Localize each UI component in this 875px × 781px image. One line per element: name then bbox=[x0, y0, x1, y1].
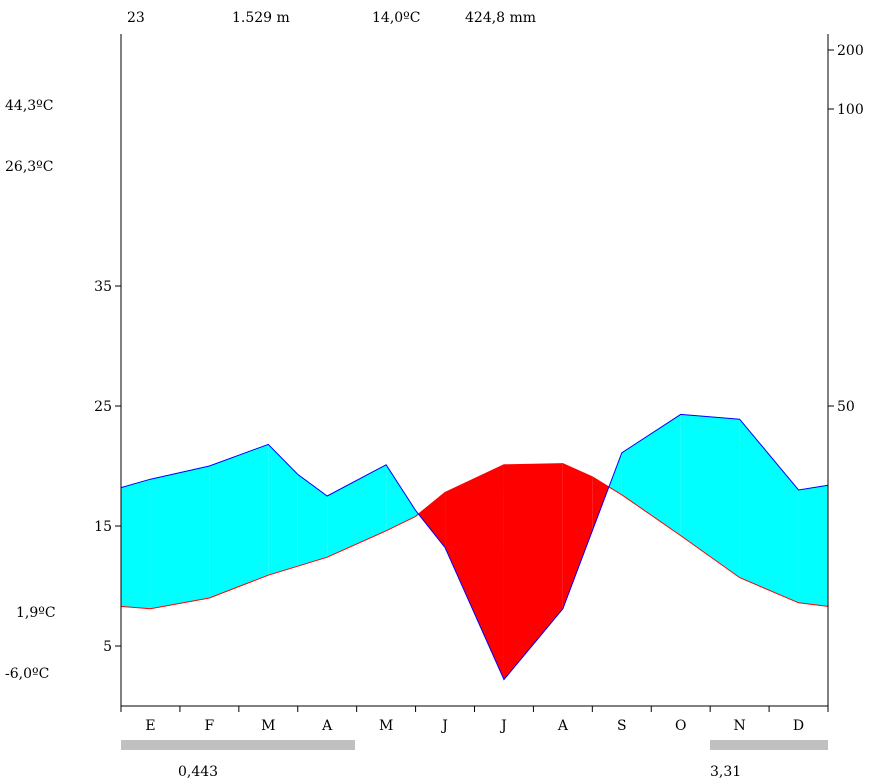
month-label: O bbox=[675, 718, 686, 734]
month-label: M bbox=[379, 718, 393, 734]
month-label: D bbox=[793, 718, 804, 734]
month-label: N bbox=[734, 718, 746, 734]
station-altitude: 1.529 m bbox=[232, 10, 290, 26]
month-label: S bbox=[617, 718, 627, 734]
annual-precipitation: 424,8 mm bbox=[465, 10, 536, 26]
month-label: J bbox=[440, 718, 448, 734]
month-label: A bbox=[557, 718, 569, 734]
fill-segment bbox=[298, 474, 327, 566]
mean-max-warmest-month: 26,3ºC bbox=[5, 159, 53, 175]
diagram-ticks: E F M A M J J A S O N D 5 15 25 35 50 100 200 bbox=[94, 43, 864, 734]
temp-tick-label: 15 bbox=[94, 519, 112, 535]
month-label: A bbox=[321, 718, 333, 734]
fill-segment bbox=[622, 414, 681, 535]
years-observed: 23 bbox=[127, 10, 145, 26]
precip-tick-label: 50 bbox=[837, 399, 855, 415]
fill-segment bbox=[445, 465, 504, 680]
temp-tick-label: 35 bbox=[94, 279, 112, 295]
absolute-max-temperature: 44,3ºC bbox=[5, 98, 53, 114]
month-label: E bbox=[145, 718, 155, 734]
mean-min-coldest-month: 1,9ºC bbox=[16, 605, 56, 621]
fill-segment bbox=[268, 444, 297, 575]
fill-segment bbox=[740, 419, 799, 603]
fill-segment bbox=[563, 464, 592, 609]
frost-value-left: 0,443 bbox=[178, 764, 218, 780]
diagram-fills bbox=[121, 414, 828, 679]
temp-tick-label: 5 bbox=[103, 639, 112, 655]
month-label: J bbox=[499, 718, 507, 734]
fill-segment bbox=[418, 492, 445, 547]
fill-segment bbox=[150, 466, 209, 609]
fill-segment bbox=[327, 465, 386, 557]
month-label: M bbox=[261, 718, 275, 734]
precip-tick-label: 200 bbox=[837, 43, 864, 59]
fill-segment bbox=[799, 485, 828, 606]
precip-tick-label: 100 bbox=[837, 102, 864, 118]
temp-tick-label: 25 bbox=[94, 399, 112, 415]
frost-value-right: 3,31 bbox=[710, 764, 741, 780]
fill-segment bbox=[121, 479, 150, 609]
mean-annual-temperature: 14,0ºC bbox=[372, 10, 420, 26]
fill-segment bbox=[209, 444, 268, 598]
frost-bar-right bbox=[710, 740, 828, 750]
fill-segment bbox=[681, 414, 740, 577]
month-label: F bbox=[205, 718, 215, 734]
frost-bar-left bbox=[121, 740, 355, 750]
absolute-min-temperature: -6,0ºC bbox=[5, 666, 49, 682]
fill-segment bbox=[386, 465, 415, 531]
fill-segment bbox=[504, 464, 563, 680]
